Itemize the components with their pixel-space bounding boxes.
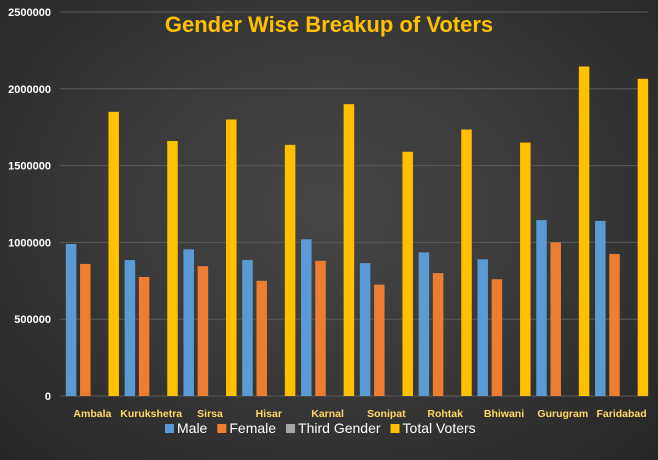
legend-label: Male: [177, 420, 208, 436]
y-tick-label: 2000000: [8, 84, 51, 96]
x-tick-label: Kurukshetra: [120, 408, 182, 420]
legend-label: Female: [229, 420, 276, 436]
bar-total-voters: [637, 78, 649, 396]
bar-female: [432, 273, 444, 396]
bar-total-voters: [343, 104, 355, 396]
x-tick-label: Rohtak: [427, 408, 463, 420]
y-tick-label: 0: [45, 391, 51, 403]
bar-male: [65, 243, 77, 396]
bar-total-voters: [108, 111, 119, 396]
bar-total-voters: [461, 129, 472, 396]
bar-total-voters: [167, 141, 178, 396]
chart-title: Gender Wise Breakup of Voters: [165, 12, 493, 37]
y-tick-label: 1500000: [8, 161, 51, 173]
legend-swatch: [286, 424, 296, 433]
bar-total-voters: [402, 151, 413, 396]
bar-total-voters: [226, 119, 237, 397]
bar-female: [374, 284, 385, 396]
legend-swatch: [217, 424, 227, 433]
x-tick-label: Sirsa: [197, 408, 223, 420]
x-tick-label: Ambala: [73, 408, 111, 420]
bar-male: [477, 259, 488, 396]
y-tick-label: 500000: [14, 314, 51, 326]
x-tick-label: Faridabad: [597, 408, 647, 420]
bar-male: [183, 249, 194, 396]
bar-female: [197, 266, 209, 396]
bar-total-voters: [520, 142, 531, 396]
legend-swatch: [165, 424, 174, 433]
bar-total-voters: [578, 66, 590, 396]
bar-male: [301, 239, 312, 396]
x-tick-label: Karnal: [311, 408, 344, 420]
y-tick-label: 1000000: [8, 237, 51, 249]
bar-female: [80, 263, 91, 396]
x-tick-label: Hisar: [256, 408, 282, 420]
bar-male: [124, 260, 136, 396]
legend-swatch: [390, 424, 400, 433]
y-tick-label: 2500000: [8, 7, 51, 19]
bar-female: [138, 276, 150, 396]
bar-female: [550, 242, 561, 396]
x-tick-label: Gurugram: [537, 408, 588, 420]
bar-female: [315, 260, 326, 396]
bar-male: [242, 260, 253, 396]
bar-female: [491, 279, 503, 396]
bar-female: [256, 280, 267, 396]
legend-label: Total Voters: [403, 420, 476, 436]
bar-male: [359, 263, 371, 396]
bar-total-voters: [284, 144, 296, 396]
x-tick-label: Sonipat: [367, 408, 406, 420]
x-tick-label: Bhiwani: [484, 408, 524, 420]
bar-female: [609, 253, 620, 396]
bar-male: [536, 220, 547, 396]
legend-label: Third Gender: [298, 420, 381, 436]
bar-male: [418, 252, 430, 396]
bar-male: [595, 220, 606, 396]
